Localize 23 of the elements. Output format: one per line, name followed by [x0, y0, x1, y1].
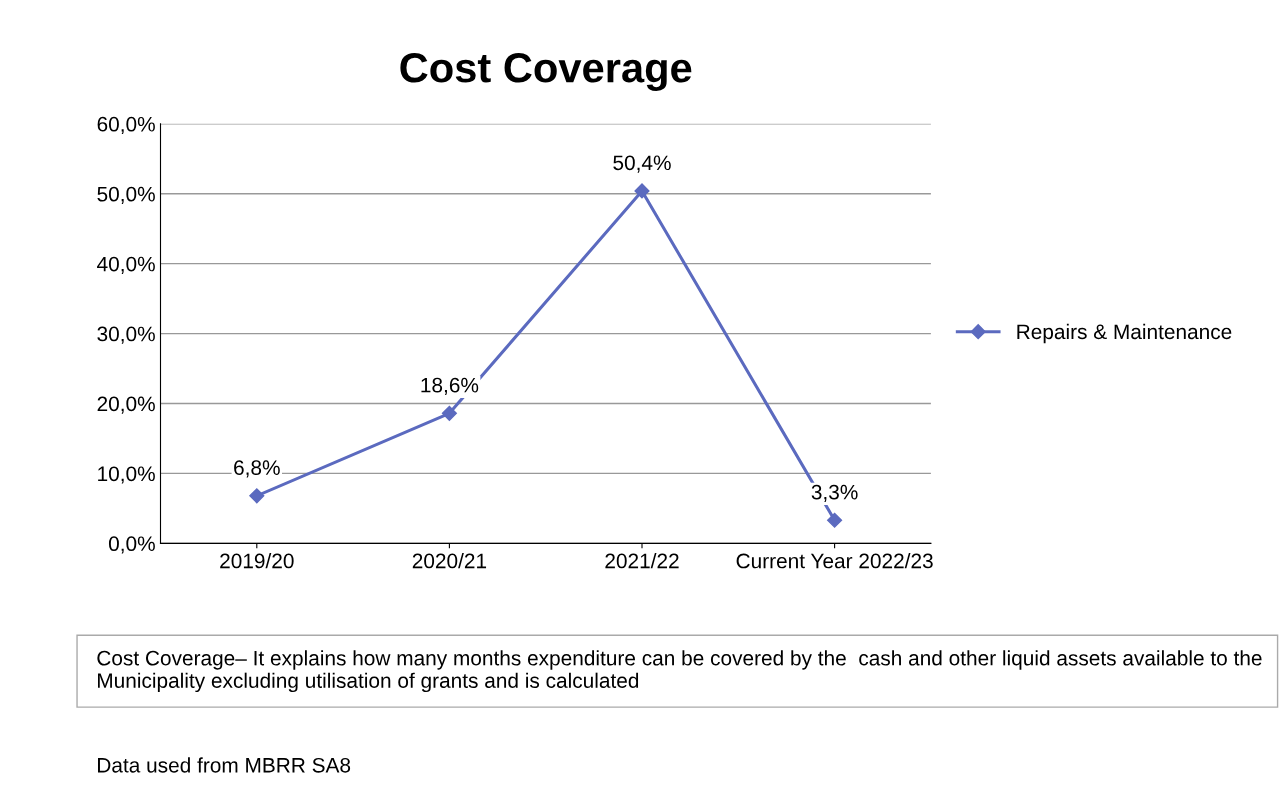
data-label: 18,6%	[421, 377, 479, 395]
point	[634, 183, 650, 199]
y-tick-label: 40,0%	[97, 256, 155, 274]
x-tick-label: 2021/22	[605, 553, 679, 569]
chart-title: Cost Coverage	[400, 53, 692, 92]
x-tick-label: 2020/21	[412, 553, 487, 569]
y-tick-label: 50,0%	[97, 186, 155, 204]
data-label: 50,4%	[613, 155, 671, 173]
y-tick-label: 0,0%	[108, 536, 155, 554]
data-label: 6,8%	[234, 460, 280, 478]
x-tick-label: 2019/20	[220, 553, 294, 569]
y-tick-label: 60,0%	[97, 116, 155, 135]
y-tick-label: 20,0%	[97, 396, 155, 414]
text: Cost Coverage– It explains how many months expenditure can be covered by the cash and other liquid assets available to the Municipality excluding utilisation of grants and is calculated	[97, 650, 1262, 693]
y-tick-label: 30,0%	[97, 326, 155, 344]
point	[441, 405, 457, 421]
point	[249, 488, 265, 504]
data-label: 3,3%	[811, 484, 858, 502]
y-tick-label: 10,0%	[98, 466, 155, 484]
x-tick-label: Current Year 2022/23	[736, 553, 933, 569]
legend-label: Repairs & Maintenance	[1017, 323, 1232, 344]
text: Data used from MBRR SA8	[98, 757, 351, 773]
point	[827, 512, 843, 528]
